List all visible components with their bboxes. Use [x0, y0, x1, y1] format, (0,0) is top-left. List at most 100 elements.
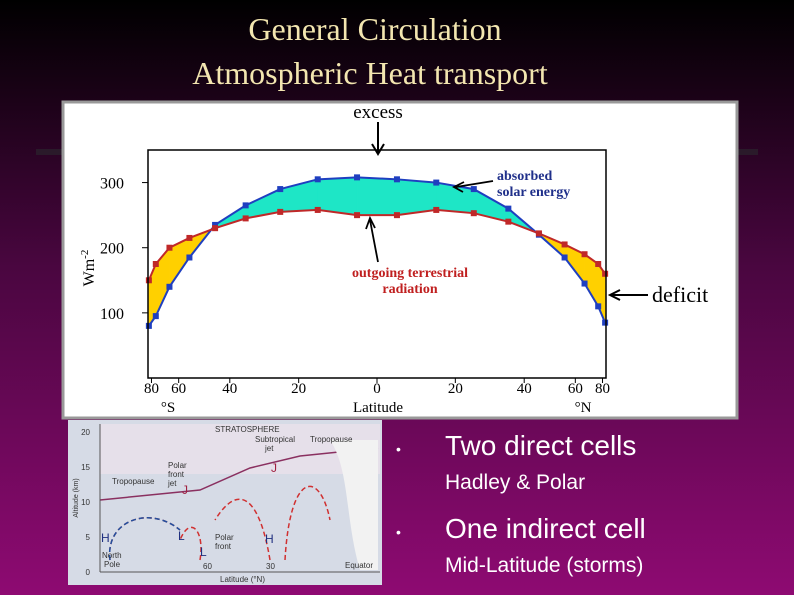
x-tick-label: 40 — [517, 381, 532, 397]
diagram-label: 30 — [266, 562, 275, 571]
y-tick-label: 300 — [100, 176, 124, 193]
bullet-main: Two direct cells — [445, 430, 636, 461]
point — [166, 283, 173, 290]
title-line: General Circulation — [248, 11, 501, 47]
diagram-label: STRATOSPHERE — [215, 425, 280, 434]
point — [277, 186, 284, 193]
annotation: radiation — [382, 282, 437, 297]
annotation: solar energy — [497, 185, 570, 200]
point — [314, 206, 321, 213]
diagram-label: 15 — [81, 463, 90, 472]
point — [470, 210, 477, 217]
diagram-label: Latitude (°N) — [220, 575, 265, 584]
x-axis-label: °S — [161, 400, 175, 416]
x-tick-label: 60 — [568, 381, 583, 397]
diagram-label: Polar — [168, 461, 187, 470]
point — [354, 174, 361, 181]
point — [595, 303, 602, 310]
bullets: • Two direct cells Hadley & Polar • One … — [396, 430, 646, 577]
point — [602, 319, 609, 326]
x-axis-label: Latitude — [353, 400, 403, 416]
annotation: excess — [353, 102, 403, 123]
arrow — [607, 289, 648, 301]
x-tick-label: 20 — [448, 381, 463, 397]
annotation: deficit — [652, 282, 708, 307]
y-axis-label-text: Wm — [81, 258, 98, 286]
point — [433, 206, 440, 213]
point — [152, 261, 159, 267]
x-tick-label: 0 — [373, 381, 381, 397]
point — [602, 270, 609, 277]
diagram-label: front — [168, 470, 185, 479]
y-axis-label-sup: -2 — [79, 250, 91, 259]
diagram-label: J — [271, 461, 277, 475]
series-line — [147, 208, 606, 281]
x-tick-label: 20 — [291, 381, 306, 397]
y-axis-label: Wm-2 — [79, 250, 98, 287]
diagram-label: Tropopause — [112, 477, 155, 486]
diagram-label: H — [265, 532, 274, 546]
point — [354, 212, 361, 219]
diagram-label: L — [200, 545, 207, 559]
series-line — [148, 176, 607, 327]
diagram-label: Subtropical — [255, 435, 295, 444]
point — [433, 179, 440, 186]
y-tick-label: 200 — [100, 241, 124, 258]
point — [145, 277, 152, 284]
diagram-label: 60 — [203, 562, 212, 571]
point — [212, 221, 219, 228]
diagram-label: Pole — [104, 560, 121, 569]
point — [581, 280, 588, 287]
diagram-label: jet — [167, 479, 177, 488]
bullet-sub: Mid-Latitude (storms) — [445, 554, 643, 577]
bullet-dot: • — [396, 524, 401, 540]
circulation-diagram: STRATOSPHERESubtropicaljetTropopauseTrop… — [68, 420, 382, 585]
point — [242, 215, 249, 222]
polar-cell — [109, 517, 181, 561]
point — [186, 254, 193, 261]
cloud — [330, 440, 378, 570]
point — [505, 205, 512, 212]
annotations: excess absorbed solar energy outgoing te… — [79, 102, 708, 416]
annotation: outgoing terrestrial — [352, 266, 468, 281]
stratosphere-band — [100, 424, 380, 474]
diagram-label: North — [102, 551, 122, 560]
diagram-label: H — [101, 531, 110, 545]
area-fill — [356, 177, 398, 216]
point — [314, 176, 321, 183]
bullet-sub: Hadley & Polar — [445, 471, 585, 494]
x-tick-label: 40 — [222, 381, 237, 397]
tropopause-line — [99, 447, 379, 501]
diagram-label: Equator — [345, 561, 373, 570]
diagram-label: jet — [264, 444, 274, 453]
diagram-label: L — [178, 529, 185, 543]
annotation: absorbed — [497, 169, 552, 184]
arrow — [365, 215, 379, 263]
diagram-label: 20 — [81, 428, 90, 437]
point — [242, 202, 249, 209]
x-tick-label: 80 — [595, 381, 610, 397]
x-tick-label: 80 — [144, 381, 159, 397]
point — [393, 176, 400, 183]
bullet-main: One indirect cell — [445, 513, 646, 544]
diagram-label: J — [182, 483, 188, 497]
point — [186, 234, 193, 241]
point — [145, 322, 152, 329]
point — [561, 254, 568, 261]
arrow — [452, 180, 494, 193]
diagram-label: Tropopause — [310, 435, 353, 444]
bullet-dot: • — [396, 441, 401, 457]
point — [393, 212, 400, 219]
diagram-label: 10 — [81, 498, 90, 507]
area-fill — [317, 177, 358, 216]
point — [561, 241, 568, 248]
point — [277, 208, 284, 215]
point — [470, 186, 477, 193]
diagram-label: 0 — [86, 568, 91, 577]
y-tick-label: 100 — [100, 306, 124, 323]
x-tick-label: 60 — [171, 381, 186, 397]
title-line: Atmospheric Heat transport — [192, 55, 548, 91]
